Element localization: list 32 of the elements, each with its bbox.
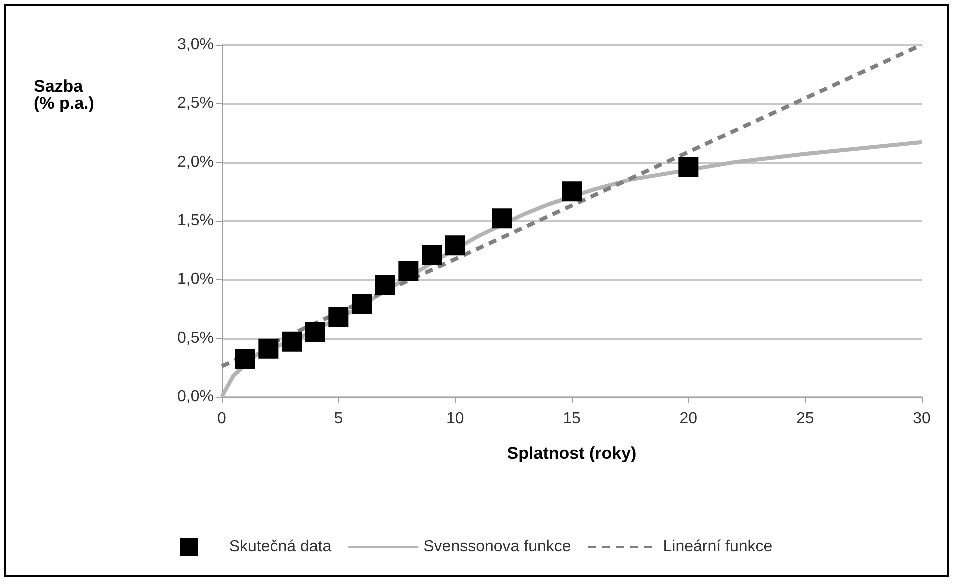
x-tick-label: 15 <box>563 410 581 428</box>
point <box>492 208 512 229</box>
x-tick-label: 10 <box>446 410 464 428</box>
point <box>258 338 279 359</box>
y-tick-label: 1,0% <box>178 271 214 288</box>
y-tick-label: 2,0% <box>178 154 214 171</box>
y-tick-label: 1,5% <box>178 212 214 230</box>
legend-label: Svenssonova funkce <box>424 538 572 556</box>
point <box>282 332 302 352</box>
point <box>678 157 699 178</box>
y-tick-label: 0,0% <box>178 388 214 406</box>
y-tick-label: 0,5% <box>178 330 214 347</box>
y-axis-title: Sazba (% p.a.) <box>34 77 94 113</box>
legend-label: Skutečná data <box>229 538 332 556</box>
point <box>422 245 442 266</box>
legend-label: Lineární funkce <box>663 538 773 556</box>
x-tick-label: 0 <box>218 410 227 428</box>
x-tick-label: 5 <box>334 410 344 428</box>
point <box>398 261 419 282</box>
x-tick-label: 25 <box>796 410 814 428</box>
point <box>235 349 256 370</box>
y-tick-label: 3,0% <box>178 36 214 54</box>
point <box>562 182 582 202</box>
x-axis-title: Splatnost (roky) <box>507 444 637 463</box>
x-tick-label: 20 <box>680 410 698 428</box>
point <box>445 236 466 256</box>
point <box>352 294 372 314</box>
point <box>305 322 326 342</box>
point <box>375 276 396 296</box>
x-tick-label: 30 <box>913 410 931 428</box>
y-tick-label: 2,5% <box>178 95 214 112</box>
point <box>328 307 349 328</box>
